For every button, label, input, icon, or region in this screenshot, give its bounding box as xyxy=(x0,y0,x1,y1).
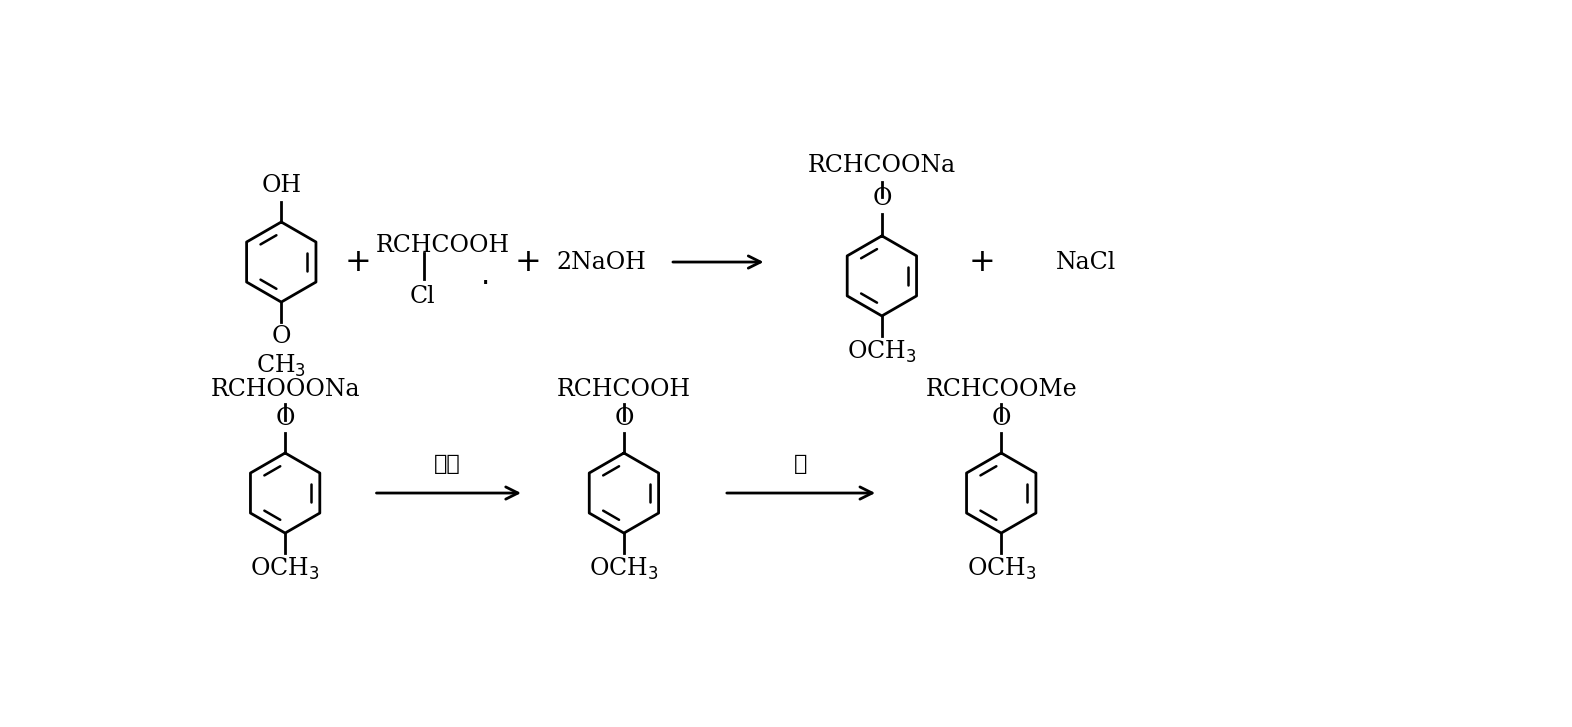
Text: O: O xyxy=(615,407,634,430)
Text: Cl: Cl xyxy=(409,285,435,308)
Text: OCH$_3$: OCH$_3$ xyxy=(967,556,1036,582)
Text: RCHCOOMe: RCHCOOMe xyxy=(926,377,1077,401)
Text: +: + xyxy=(968,246,995,278)
Text: O: O xyxy=(992,407,1011,430)
Text: CH$_3$: CH$_3$ xyxy=(256,353,307,379)
Text: O: O xyxy=(275,407,296,430)
Text: +: + xyxy=(344,246,371,278)
Text: 碱: 碱 xyxy=(794,454,808,474)
Text: O: O xyxy=(272,325,291,348)
Text: OCH$_3$: OCH$_3$ xyxy=(847,339,916,365)
Text: RCHCOONa: RCHCOONa xyxy=(808,154,956,177)
Text: O: O xyxy=(872,188,891,210)
Text: NaCl: NaCl xyxy=(1056,251,1116,273)
Text: OCH$_3$: OCH$_3$ xyxy=(590,556,659,582)
Text: OCH$_3$: OCH$_3$ xyxy=(250,556,319,582)
Text: .: . xyxy=(481,262,490,290)
Text: +: + xyxy=(514,246,541,278)
Text: RCHOOONa: RCHOOONa xyxy=(211,377,360,401)
Text: 2NaOH: 2NaOH xyxy=(556,251,646,273)
Text: OH: OH xyxy=(261,174,302,197)
Text: RCHCOOH: RCHCOOH xyxy=(376,233,509,257)
Text: 硫酸: 硫酸 xyxy=(434,454,461,474)
Text: RCHCOOH: RCHCOOH xyxy=(556,377,692,401)
